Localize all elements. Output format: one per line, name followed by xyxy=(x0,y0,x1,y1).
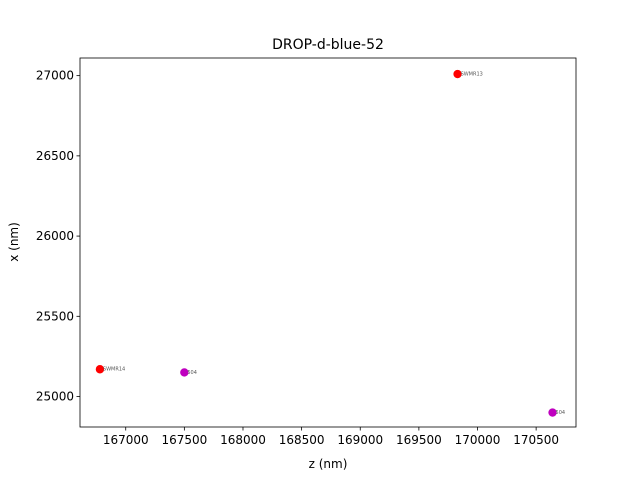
data-point xyxy=(453,69,462,79)
plot-area: 167000 167500 168000 168500 169000 169500 1700… xyxy=(36,57,577,447)
x-tick-label: 168000 xyxy=(220,433,266,447)
data-point xyxy=(180,368,189,377)
x-tick-label: 170000 xyxy=(455,433,501,447)
x-tick-label: 167000 xyxy=(103,433,149,447)
x-tick-label: 169500 xyxy=(396,433,442,447)
y-tick-label: 26000 xyxy=(36,229,74,243)
data-point xyxy=(95,365,105,374)
chart-title: DROP-d-blue-52 xyxy=(272,37,384,53)
x-tick-label: 167500 xyxy=(161,433,207,447)
data-point-label: 504 xyxy=(187,370,197,376)
plot-frame xyxy=(79,57,577,428)
y-tick-label: 25500 xyxy=(36,309,74,323)
y-tick-label: 26500 xyxy=(36,149,74,163)
data-point xyxy=(548,408,557,417)
x-tick-label: 168500 xyxy=(279,433,325,447)
data-point-label: SWMR13 xyxy=(461,72,483,78)
y-axis-label: x (nm) xyxy=(7,222,21,262)
data-point-label: 504 xyxy=(556,410,566,416)
data-point-label: SWMR14 xyxy=(103,367,125,373)
y-tick-label: 25000 xyxy=(36,390,74,404)
x-tick-label: 169000 xyxy=(337,433,383,447)
y-tick-label: 27000 xyxy=(36,69,74,83)
x-axis-label: z (nm) xyxy=(309,457,348,471)
x-tick-label: 170500 xyxy=(513,433,559,447)
